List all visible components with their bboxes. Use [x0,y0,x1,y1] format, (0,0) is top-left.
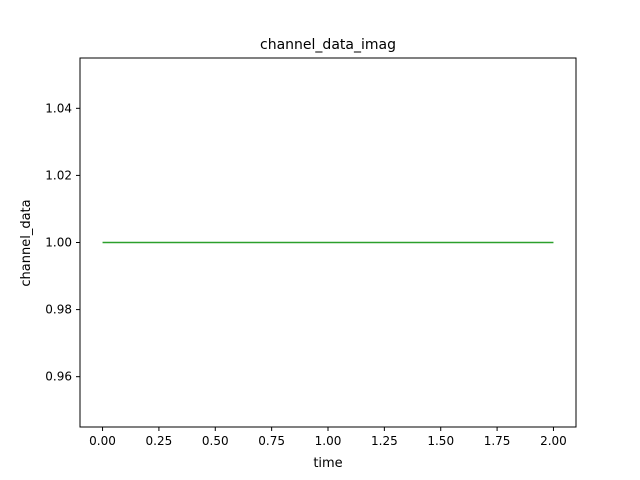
y-tick-label: 0.96 [45,370,72,384]
x-tick-label: 1.25 [371,434,398,448]
y-tick-label: 1.00 [45,236,72,250]
x-tick-label: 1.50 [427,434,454,448]
x-tick-label: 0.25 [146,434,173,448]
x-tick-label: 0.75 [258,434,285,448]
x-axis-label: time [313,456,342,471]
x-tick-label: 2.00 [540,434,567,448]
y-tick-label: 1.04 [45,101,72,115]
x-axis-ticks: 0.00 0.25 0.50 0.75 1.00 1.25 1.50 1.75 2.00 [89,427,567,448]
y-axis-ticks: 0.96 0.98 1.00 1.02 1.04 [45,101,80,384]
chart-title: channel_data_imag [260,37,396,53]
x-tick-label: 0.50 [202,434,229,448]
y-tick-label: 0.98 [45,303,72,317]
x-tick-label: 0.00 [89,434,116,448]
x-tick-label: 1.75 [484,434,511,448]
y-tick-label: 1.02 [45,168,72,182]
x-tick-label: 1.00 [315,434,342,448]
y-axis-label: channel_data [19,199,34,286]
